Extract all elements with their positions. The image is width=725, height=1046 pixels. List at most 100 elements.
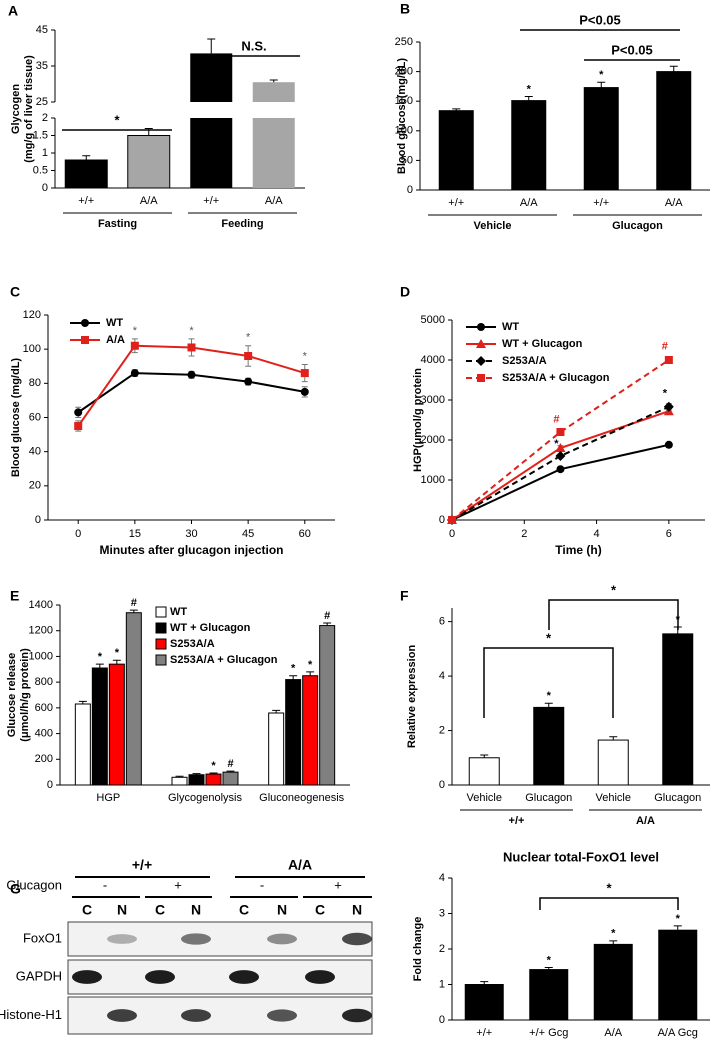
panel-label: A bbox=[8, 3, 18, 19]
y-tick-label: 4 bbox=[439, 670, 445, 682]
x-tick-label: Vehicle bbox=[467, 792, 502, 804]
y-tick-label: 1000 bbox=[421, 474, 445, 486]
x-tick-label: +/+ bbox=[78, 195, 94, 207]
error-bar bbox=[78, 700, 87, 704]
annotation: * bbox=[611, 582, 617, 597]
bar bbox=[64, 159, 108, 189]
y-tick-label: 0 bbox=[439, 1014, 445, 1026]
y-tick-label: 45 bbox=[36, 24, 48, 36]
x-tick-label: +/+ bbox=[593, 197, 609, 209]
fraction: N bbox=[117, 902, 127, 918]
annotation: P<0.05 bbox=[579, 12, 621, 27]
genotype-label: A/A bbox=[288, 857, 312, 873]
error-bar bbox=[669, 65, 678, 72]
y-tick-label: 0 bbox=[439, 779, 445, 791]
legend-label: WT bbox=[502, 321, 519, 333]
y-axis-label: (μmol/h/g protein) bbox=[19, 648, 31, 742]
y-tick-label: 200 bbox=[395, 66, 413, 78]
point-note: # bbox=[662, 341, 668, 353]
legend-label: S253A/A bbox=[502, 355, 547, 367]
bar bbox=[464, 984, 504, 1021]
error-bar bbox=[544, 702, 553, 708]
error-bar bbox=[129, 609, 138, 613]
y-tick-label: 400 bbox=[35, 727, 53, 739]
band bbox=[267, 933, 297, 945]
x-tick-label: 30 bbox=[185, 528, 197, 540]
bar-note: * bbox=[599, 69, 604, 81]
blot-row-label: FoxO1 bbox=[23, 930, 62, 945]
point-note: # bbox=[553, 414, 559, 426]
x-tick-label: 60 bbox=[299, 528, 311, 540]
legend-marker bbox=[477, 374, 485, 382]
y-axis-label: Glucose release bbox=[6, 653, 18, 737]
bar bbox=[302, 675, 319, 786]
error-bar bbox=[209, 772, 218, 775]
y-tick-label: 1000 bbox=[29, 650, 53, 662]
bar bbox=[662, 633, 694, 786]
point bbox=[244, 377, 253, 386]
point-note: * bbox=[246, 332, 251, 344]
x-tick-label: Vehicle bbox=[596, 792, 631, 804]
genotype-label: +/+ bbox=[132, 857, 152, 873]
y-axis-label: Glycogen bbox=[10, 84, 22, 134]
bar bbox=[529, 969, 569, 1021]
bar bbox=[438, 110, 474, 191]
error-bar bbox=[480, 754, 489, 758]
y-tick-label: 2000 bbox=[421, 434, 445, 446]
point bbox=[74, 422, 83, 431]
x-tick-label: A/A bbox=[265, 195, 283, 207]
y-tick-label: 1 bbox=[42, 147, 48, 159]
y-tick-label: 5000 bbox=[421, 314, 445, 326]
bar bbox=[74, 703, 91, 786]
bar bbox=[285, 679, 302, 786]
x-tick-label: 45 bbox=[242, 528, 254, 540]
y-tick-label: 800 bbox=[35, 676, 53, 688]
legend-label: WT bbox=[106, 317, 123, 329]
bar bbox=[108, 663, 125, 786]
bar-note: # bbox=[227, 758, 233, 770]
band bbox=[305, 970, 335, 984]
x-tick-label: Glycogenolysis bbox=[168, 792, 242, 804]
error-bar bbox=[452, 108, 461, 111]
legend-swatch bbox=[155, 654, 167, 666]
bar bbox=[319, 625, 336, 786]
point bbox=[130, 341, 139, 350]
bar bbox=[125, 612, 142, 786]
bar-note: * bbox=[211, 760, 216, 772]
band bbox=[72, 970, 102, 984]
error-bar bbox=[272, 709, 281, 713]
band bbox=[181, 1009, 211, 1022]
bar-note: * bbox=[98, 651, 103, 663]
x-tick-label: A/A bbox=[665, 197, 683, 209]
bar bbox=[511, 100, 547, 191]
y-axis-label: Fold change bbox=[412, 917, 424, 982]
y-tick-label: 0 bbox=[42, 182, 48, 194]
error-bar bbox=[673, 925, 682, 931]
error-bar bbox=[192, 773, 201, 775]
series-line bbox=[451, 405, 670, 521]
group-label: +/+ bbox=[509, 815, 525, 827]
fraction: N bbox=[277, 902, 287, 918]
group-label: Vehicle bbox=[474, 220, 512, 232]
treatment: + bbox=[334, 877, 342, 892]
panel-label: B bbox=[400, 1, 410, 17]
point bbox=[187, 370, 196, 379]
bar bbox=[533, 706, 565, 786]
error-bar bbox=[112, 659, 121, 665]
x-tick-label: A/A Gcg bbox=[658, 1027, 698, 1039]
bar bbox=[190, 118, 233, 188]
annotation: * bbox=[114, 112, 120, 127]
error-bar bbox=[544, 966, 553, 970]
error-bar bbox=[82, 155, 91, 160]
fraction: N bbox=[191, 902, 201, 918]
legend-label: WT + Glucagon bbox=[502, 338, 583, 350]
y-axis-label: HGP(μmol/g protein bbox=[412, 368, 424, 472]
y-tick-label: 3 bbox=[439, 907, 445, 919]
legend-marker bbox=[476, 356, 486, 366]
bar-note: * bbox=[291, 663, 296, 675]
chart-title: Nuclear total-FoxO1 level bbox=[503, 849, 659, 864]
fraction: C bbox=[239, 902, 249, 918]
point bbox=[187, 343, 196, 352]
treatment: + bbox=[174, 877, 182, 892]
